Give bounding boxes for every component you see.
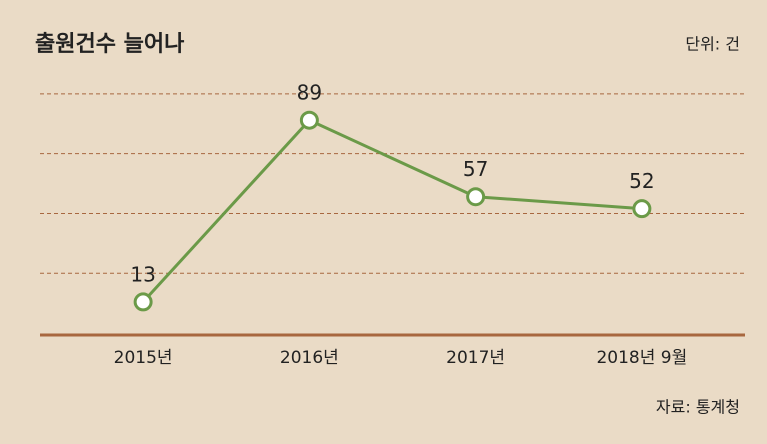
unit-note: 단위: 건: [685, 35, 740, 54]
x-tick-label: 2017년: [446, 348, 505, 368]
data-label: 13: [130, 262, 155, 286]
point: [299, 110, 319, 130]
point: [466, 187, 486, 207]
x-tick-label: 2018년 9월: [596, 348, 687, 368]
source-note: 자료: 통계청: [656, 398, 740, 417]
point: [632, 199, 652, 219]
point: [133, 292, 153, 312]
x-tick-label: 2016년: [280, 348, 339, 368]
x-tick-label: 2015년: [114, 348, 173, 368]
line: [142, 118, 642, 303]
chart-title: 출원건수 늘어나: [35, 32, 184, 57]
data-label: 52: [629, 169, 654, 193]
data-label: 57: [463, 157, 488, 181]
data-label: 89: [297, 81, 322, 105]
